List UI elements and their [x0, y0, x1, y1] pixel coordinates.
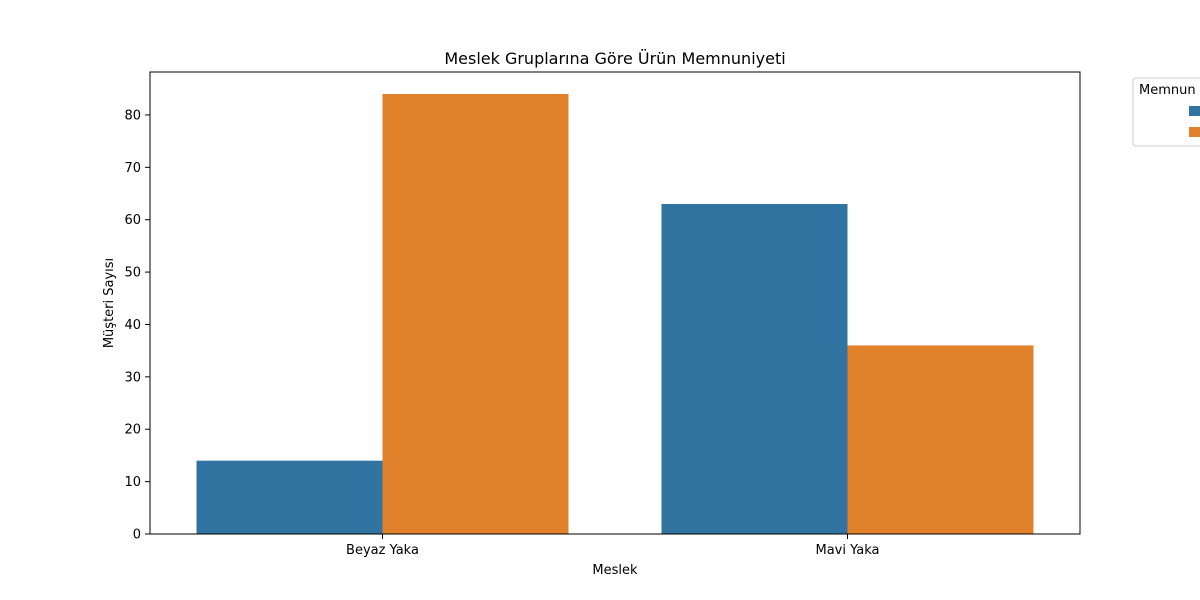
- y-axis: 0 10 20 30 40 50 60 70 80: [124, 108, 150, 543]
- plot-frame: [149, 71, 1081, 535]
- y-tick-label: 30: [124, 370, 141, 385]
- x-tick-label: Mavi Yaka: [815, 543, 879, 558]
- y-tick-label: 80: [124, 108, 141, 123]
- bar-series2-mavi-yaka: [847, 345, 1034, 534]
- bar-series1-mavi-yaka: [661, 204, 848, 534]
- x-tick-label: Beyaz Yaka: [346, 543, 419, 558]
- chart-title: Meslek Gruplarına Göre Ürün Memnuniyeti: [444, 49, 785, 68]
- y-axis-title: Müşteri Sayısı: [102, 258, 117, 348]
- y-tick-label: 10: [124, 475, 141, 490]
- x-axis-title: Meslek: [592, 563, 638, 578]
- legend-box: [1132, 77, 1200, 147]
- x-axis: Beyaz Yaka Mavi Yaka: [346, 534, 880, 558]
- y-tick-label: 50: [124, 266, 141, 281]
- y-tick-label: 40: [124, 318, 141, 333]
- legend-title: Memnun: [1139, 83, 1196, 98]
- y-tick-label: 70: [124, 161, 141, 176]
- y-tick-label: 20: [124, 423, 141, 438]
- bars-group: [196, 94, 1034, 534]
- legend: Memnun: [1132, 77, 1200, 147]
- bar-series2-beyaz-yaka: [382, 94, 569, 534]
- legend-swatch-series1: [1189, 106, 1200, 116]
- y-tick-label: 0: [133, 528, 141, 543]
- bar-series1-beyaz-yaka: [196, 460, 383, 534]
- legend-swatch-series2: [1189, 127, 1200, 137]
- y-tick-label: 60: [124, 213, 141, 228]
